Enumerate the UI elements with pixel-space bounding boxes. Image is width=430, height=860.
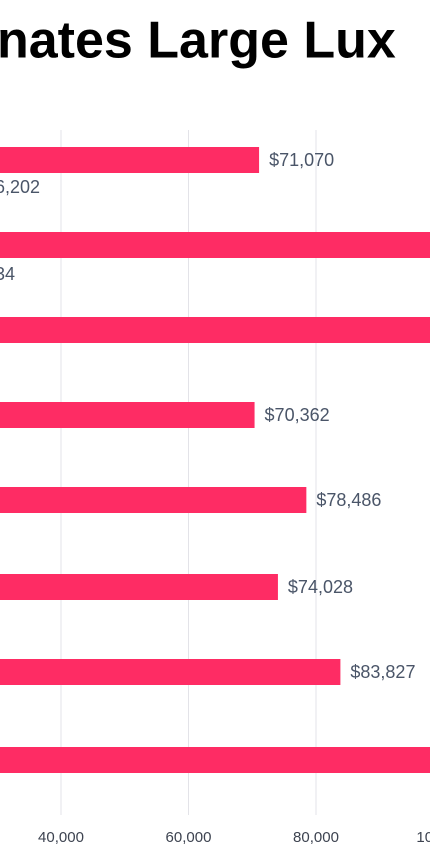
bar bbox=[0, 232, 430, 258]
value-label: $78,486 bbox=[316, 490, 381, 510]
bar bbox=[0, 574, 278, 600]
bar bbox=[0, 147, 260, 173]
bar bbox=[0, 487, 307, 513]
x-tick-label: 60,000 bbox=[166, 829, 212, 846]
annotation: 6,202 bbox=[0, 177, 40, 197]
x-tick-label: 80,000 bbox=[293, 829, 339, 846]
x-tick-label: 40,000 bbox=[38, 829, 84, 846]
bar bbox=[0, 402, 255, 428]
value-label: $71,070 bbox=[269, 150, 334, 170]
bar bbox=[0, 317, 430, 343]
value-label: $70,362 bbox=[265, 405, 330, 425]
bar bbox=[0, 659, 341, 685]
chart-title: nates Large Lux bbox=[0, 12, 396, 70]
annotation: 34 bbox=[0, 264, 15, 284]
x-tick-label: 100,000 bbox=[416, 829, 430, 846]
bar bbox=[0, 747, 430, 773]
value-label: $74,028 bbox=[288, 577, 353, 597]
value-label: $83,827 bbox=[350, 662, 415, 682]
